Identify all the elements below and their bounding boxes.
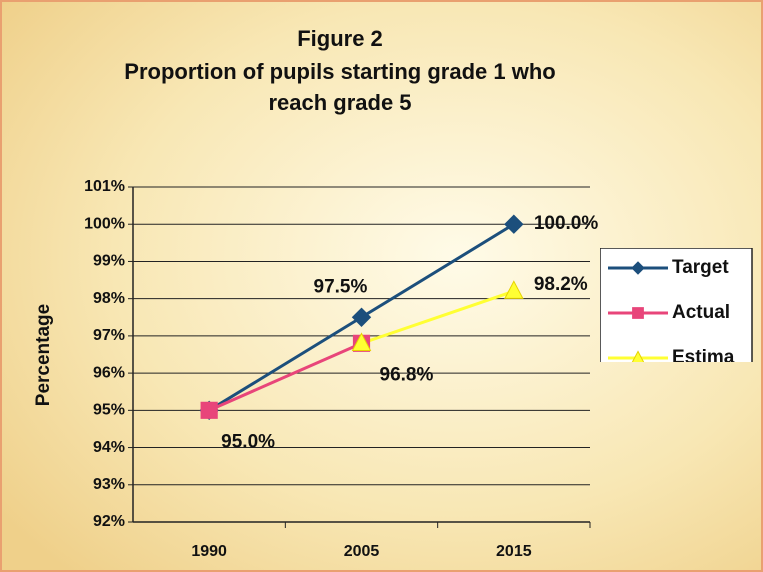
legend-label: Actual <box>672 302 730 323</box>
x-tick-label: 2005 <box>344 543 380 560</box>
y-tick-label: 97% <box>93 327 125 344</box>
series-line <box>361 289 515 345</box>
x-tick-label: 1990 <box>191 543 227 560</box>
data-label: 96.8% <box>380 364 434 385</box>
marker-diamond <box>631 261 645 275</box>
legend-label: Target <box>672 257 729 278</box>
y-tick-label: 93% <box>93 476 125 493</box>
y-axis-label: Percentage <box>33 304 54 406</box>
y-tick-label: 95% <box>93 402 125 419</box>
y-tick-label: 94% <box>93 439 125 456</box>
legend-label: Estima <box>672 347 735 368</box>
triangle-marker <box>631 350 645 362</box>
data-label: 95.0% <box>221 431 275 452</box>
marker-diamond <box>504 214 524 234</box>
chart-subtitle: Proportion of pupils starting grade 1 wh… <box>124 59 555 84</box>
y-tick-label: 99% <box>93 253 125 270</box>
square-marker <box>632 307 644 319</box>
x-tick-label: 2015 <box>496 543 532 560</box>
y-tick-label: 96% <box>93 364 125 381</box>
marker-diamond <box>351 307 372 327</box>
triangle-marker <box>504 280 524 299</box>
y-tick-label: 100% <box>84 215 125 232</box>
data-label: 100.0% <box>534 213 599 234</box>
y-tick-label: 101% <box>84 178 125 195</box>
data-label: 98.2% <box>534 274 588 295</box>
series-line <box>208 341 363 412</box>
chart-title: Figure 2 <box>297 26 383 51</box>
triangle-marker <box>351 332 372 352</box>
data-label: 97.5% <box>314 276 368 297</box>
y-tick-label: 92% <box>93 513 125 530</box>
chart-subtitle: reach grade 5 <box>268 90 411 115</box>
legend: Target Actual Estima <box>608 257 735 368</box>
y-tick-label: 98% <box>93 290 125 307</box>
square-marker <box>200 401 218 419</box>
